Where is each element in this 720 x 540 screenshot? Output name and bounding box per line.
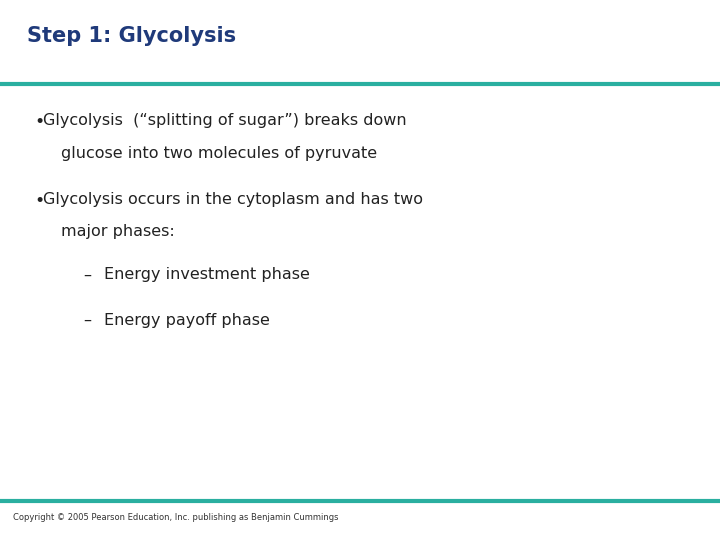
Text: Energy payoff phase: Energy payoff phase xyxy=(104,313,270,328)
Text: Glycolysis occurs in the cytoplasm and has two: Glycolysis occurs in the cytoplasm and h… xyxy=(43,192,423,207)
Text: •: • xyxy=(35,192,45,210)
Text: Copyright © 2005 Pearson Education, Inc. publishing as Benjamin Cummings: Copyright © 2005 Pearson Education, Inc.… xyxy=(13,513,338,522)
Text: Energy investment phase: Energy investment phase xyxy=(104,267,310,282)
Text: glucose into two molecules of pyruvate: glucose into two molecules of pyruvate xyxy=(61,146,377,161)
Text: •: • xyxy=(35,113,45,131)
Text: –: – xyxy=(83,313,91,328)
Text: Step 1: Glycolysis: Step 1: Glycolysis xyxy=(27,26,236,46)
Text: major phases:: major phases: xyxy=(61,224,175,239)
Text: Glycolysis  (“splitting of sugar”) breaks down: Glycolysis (“splitting of sugar”) breaks… xyxy=(43,113,407,129)
Text: –: – xyxy=(83,267,91,282)
